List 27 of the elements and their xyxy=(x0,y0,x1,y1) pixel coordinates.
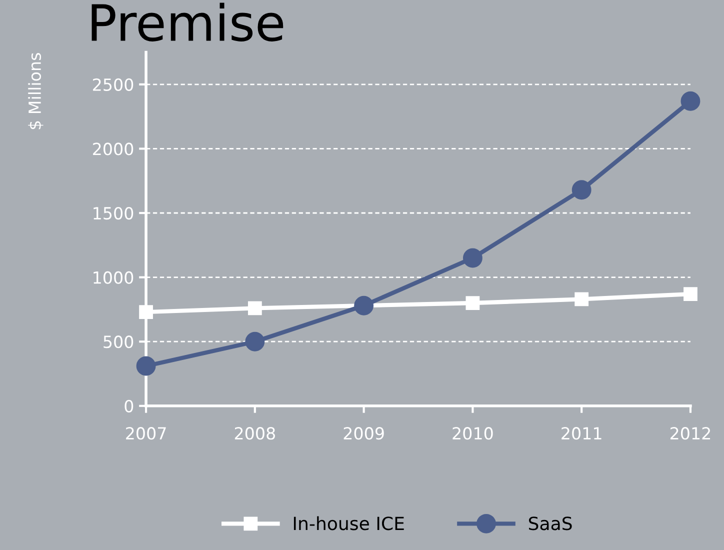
legend-label: In-house ICE xyxy=(294,516,404,530)
x-tick-label: 2010 xyxy=(452,427,493,440)
point xyxy=(680,91,700,111)
y-tick-label: 2500 xyxy=(93,78,134,91)
point xyxy=(136,356,156,376)
y-axis-title: $ Millions xyxy=(28,53,44,130)
point xyxy=(684,287,698,301)
point xyxy=(354,296,374,316)
x-tick-label: 2007 xyxy=(126,427,166,440)
x-tick-label: 2009 xyxy=(344,427,384,440)
x-tick-label: 2012 xyxy=(670,427,710,440)
point xyxy=(572,180,592,200)
y-tick-label: 2000 xyxy=(93,142,134,156)
point xyxy=(139,305,153,319)
y-tick-label: 1500 xyxy=(94,206,134,220)
point xyxy=(245,332,265,352)
point xyxy=(574,292,589,306)
x-tick-label: 2008 xyxy=(234,427,275,440)
legend-label: SaaS xyxy=(528,516,572,530)
point xyxy=(462,248,482,268)
point xyxy=(466,296,480,310)
y-tick-label: 500 xyxy=(104,336,134,348)
y-tick-label: 0 xyxy=(124,400,134,412)
x-tick-label: 2011 xyxy=(562,427,602,440)
point xyxy=(248,301,262,316)
chart-title: Premise xyxy=(92,2,284,42)
y-tick-label: 1000 xyxy=(94,271,134,284)
